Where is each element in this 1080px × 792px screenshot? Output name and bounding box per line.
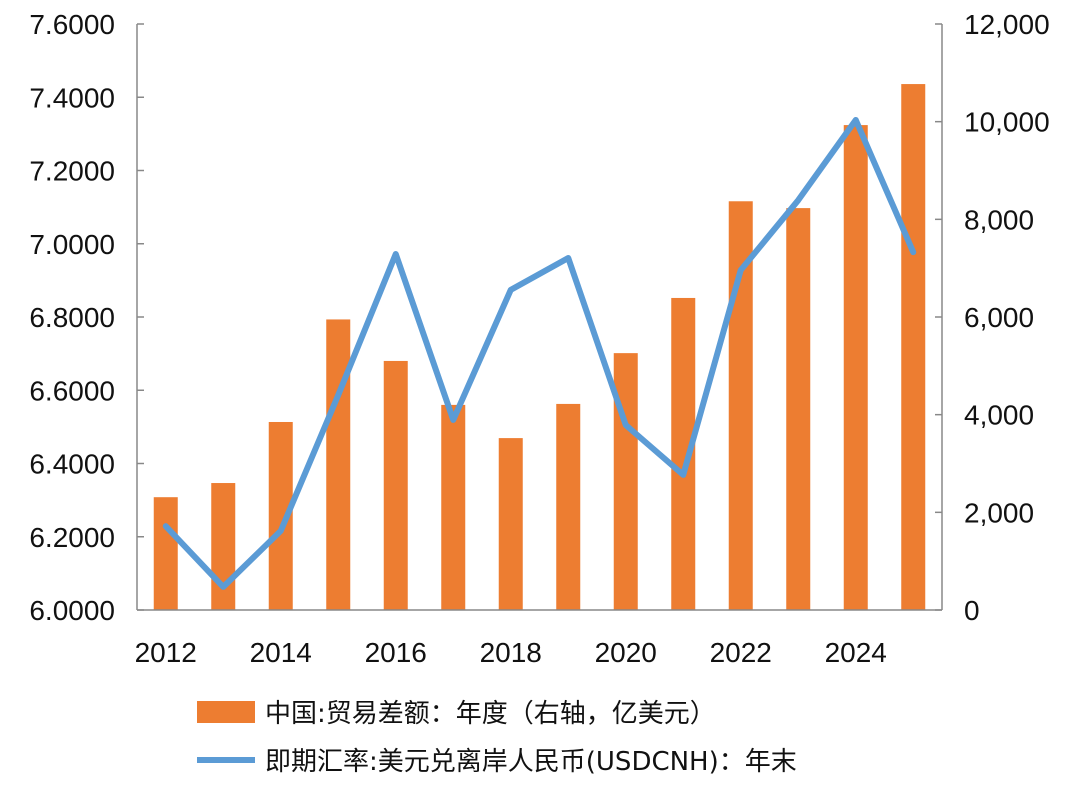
x-tick-label: 2022	[710, 637, 772, 668]
bar-2023	[786, 208, 811, 610]
bar-2019	[556, 403, 581, 610]
x-tick-label: 2020	[595, 637, 657, 668]
left-tick-label: 7.4000	[29, 82, 115, 113]
legend-line-label: 即期汇率:美元兑离岸人民币(USDCNH)：年末	[265, 747, 797, 777]
left-tick-label: 6.6000	[29, 375, 115, 406]
bar-2018	[498, 438, 523, 610]
left-tick-label: 6.8000	[29, 302, 115, 333]
x-tick-label: 2016	[365, 637, 427, 668]
right-tick-label: 2,000	[964, 497, 1034, 528]
x-tick-label: 2024	[825, 637, 887, 668]
right-tick-label: 12,000	[964, 9, 1050, 40]
left-tick-label: 7.2000	[29, 156, 115, 187]
legend: 中国:贸易差额：年度（右轴，亿美元） 即期汇率:美元兑离岸人民币(USDCNH)…	[197, 699, 797, 777]
bar-2016	[383, 360, 408, 610]
left-tick-label: 7.6000	[29, 9, 115, 40]
line-path	[162, 116, 917, 590]
bar-2025	[901, 84, 926, 610]
right-tick-label: 4,000	[964, 400, 1034, 431]
bar-series	[153, 84, 926, 611]
left-tick-label: 7.0000	[29, 229, 115, 260]
bar-2024	[843, 125, 868, 611]
bar-2017	[441, 404, 466, 610]
axes: 6.0000 6.2000 6.4000 6.6000 6.8000 7.0000 7.20…	[29, 9, 1049, 668]
right-tick-label: 0	[964, 595, 980, 626]
bar-2013	[211, 483, 236, 610]
x-tick-label: 2014	[250, 637, 312, 668]
left-tick-label: 6.2000	[29, 522, 115, 553]
x-tick-label: 2012	[135, 637, 197, 668]
right-tick-label: 8,000	[964, 204, 1034, 235]
x-tick-label: 2018	[480, 637, 542, 668]
left-tick-label: 6.4000	[29, 449, 115, 480]
right-tick-label: 6,000	[964, 302, 1034, 333]
legend-bar-label: 中国:贸易差额：年度（右轴，亿美元）	[265, 699, 716, 729]
right-tick-label: 10,000	[964, 107, 1050, 138]
legend-bar-swatch	[197, 701, 255, 723]
left-tick-label: 6.0000	[29, 595, 115, 626]
bar-2015	[326, 319, 351, 610]
line-series	[162, 116, 917, 590]
bar-2012	[153, 497, 178, 610]
